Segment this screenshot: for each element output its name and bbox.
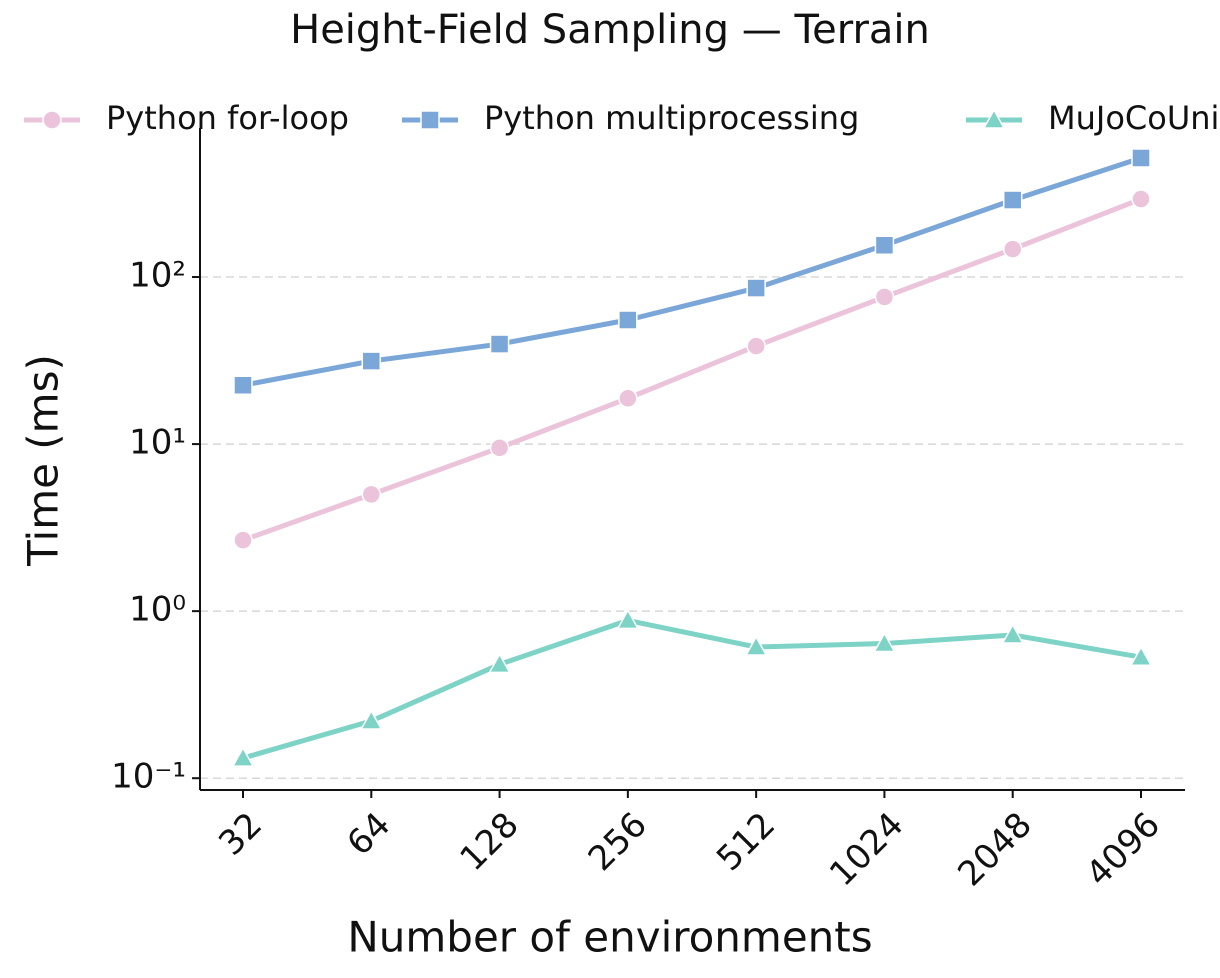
legend-label: Python for-loop: [106, 99, 349, 137]
data-point: [874, 287, 895, 307]
data-point: [874, 235, 895, 255]
data-point: [1131, 189, 1151, 209]
x-tick-label: 32: [211, 805, 270, 864]
y-tick-label: 10⁻¹: [111, 757, 186, 797]
data-point: [233, 375, 253, 396]
y-tick-label: 10²: [129, 256, 186, 296]
x-tick-label: 256: [581, 805, 655, 879]
data-point: [489, 334, 510, 354]
data-point: [616, 608, 640, 630]
data-point: [488, 652, 511, 674]
y-axis-label: Time (ms): [19, 354, 68, 567]
legend-label: MuJoCoUni: [1048, 99, 1219, 137]
data-point: [873, 631, 896, 653]
x-tick-label: 64: [339, 805, 398, 864]
x-axis-label: Number of environments: [347, 913, 872, 962]
y-tick-label: 10¹: [129, 423, 186, 463]
data-point: [618, 388, 638, 409]
series-line: [242, 617, 1142, 761]
legend-marker: [982, 108, 1006, 129]
data-point: [361, 351, 382, 371]
data-point: [1002, 190, 1023, 210]
series-line: [242, 196, 1142, 543]
data-point: [231, 746, 255, 767]
x-tick-label: 2048: [950, 805, 1039, 894]
data-point: [1002, 239, 1023, 259]
data-point: [360, 709, 383, 730]
x-tick-label: 128: [452, 805, 526, 879]
x-tick-label: 1024: [822, 805, 911, 894]
data-point: [744, 635, 768, 656]
chart-title: Height-Field Sampling — Terrain: [290, 7, 930, 53]
data-point: [361, 484, 382, 505]
data-point: [746, 336, 766, 356]
x-tick-label: 4096: [1079, 805, 1168, 894]
legend-label: Python multiprocessing: [484, 99, 859, 137]
data-point: [233, 530, 253, 550]
legend-marker: [420, 110, 440, 130]
legend-marker: [42, 110, 62, 130]
x-tick-label: 512: [709, 805, 783, 879]
data-point: [746, 278, 766, 298]
data-point: [618, 310, 638, 330]
y-tick-label: 10⁰: [129, 590, 186, 630]
data-point: [1131, 148, 1151, 168]
data-point: [489, 438, 510, 458]
data-point: [1129, 645, 1153, 666]
data-point: [1001, 623, 1024, 644]
series-line: [242, 155, 1142, 388]
